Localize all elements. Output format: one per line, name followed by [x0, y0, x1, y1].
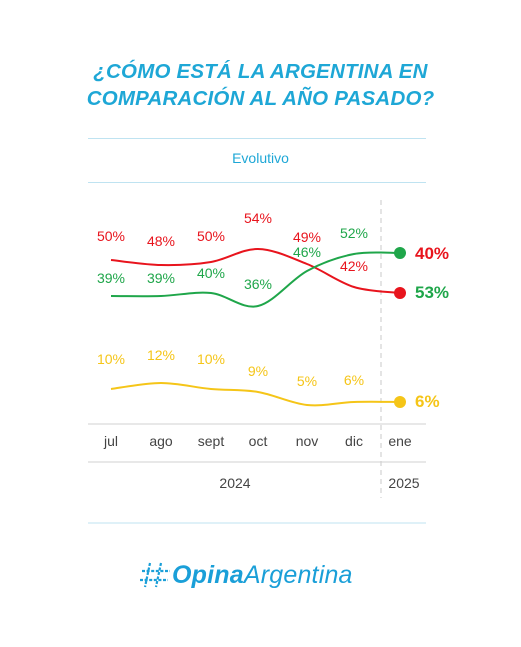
series-2-label-jul: 10% [97, 351, 125, 367]
chart-title-line-1: ¿CÓMO ESTÁ LA ARGENTINA EN [93, 60, 428, 83]
series-0-label-sept: 50% [197, 228, 225, 244]
series-2-end-point [394, 396, 406, 408]
x-tick-oct: oct [249, 433, 268, 449]
series-0-end-point [394, 287, 406, 299]
series-0-label-ene: 40% [415, 244, 449, 263]
x-tick-jul: jul [103, 433, 118, 449]
x-tick-nov: nov [296, 433, 319, 449]
series-0-label-ago: 48% [147, 233, 175, 249]
x-tick-sept: sept [198, 433, 225, 449]
series-2-label-sept: 10% [197, 351, 225, 367]
series-1-label-oct: 36% [244, 276, 272, 292]
series-1-end-point [394, 247, 406, 259]
subtitle-divider [88, 182, 426, 183]
series-1-line [110, 251, 401, 308]
series-0-label-oct: 54% [244, 210, 272, 226]
chart-title-line-2: COMPARACIÓN AL AÑO PASADO? [86, 87, 435, 110]
brand-name: OpinaArgentina [172, 561, 353, 590]
opina-argentina-logo: OpinaArgentina [139, 560, 353, 590]
brand-name-regular: Argentina [243, 560, 353, 589]
x-tick-dic: dic [345, 433, 363, 449]
series-marks: 50% 48% 50% 54% 49% 42% 40% 39% 39% 40% 36% 46% 52% 5… [97, 210, 449, 411]
year-label-2024: 2024 [219, 475, 250, 491]
series-1-label-ago: 39% [147, 270, 175, 286]
x-tick-ene: ene [388, 433, 412, 449]
x-axis: jul ago sept oct nov dic ene 2024 2025 [88, 423, 426, 524]
series-2-label-dic: 6% [344, 372, 364, 388]
series-1-label-jul: 39% [97, 270, 125, 286]
series-lines [110, 200, 401, 498]
series-0-label-jul: 50% [97, 228, 125, 244]
x-tick-ago: ago [149, 433, 173, 449]
series-1-label-sept: 40% [197, 265, 225, 281]
series-1-label-nov: 46% [293, 244, 321, 260]
chart-subtitle: Evolutivo [232, 150, 289, 166]
year-label-2025: 2025 [388, 475, 419, 491]
brand-name-bold: Opina [172, 560, 244, 589]
series-1-label-ene: 53% [415, 283, 449, 302]
series-2-line [110, 381, 401, 407]
series-0-line [110, 247, 401, 294]
series-0-label-dic: 42% [340, 258, 368, 274]
title-divider [88, 138, 426, 139]
hash-icon [140, 562, 170, 588]
series-2-label-oct: 9% [248, 363, 268, 379]
chart-title: ¿CÓMO ESTÁ LA ARGENTINA EN COMPARACIÓN A… [0, 58, 521, 112]
series-2-label-ago: 12% [147, 347, 175, 363]
series-2-label-nov: 5% [297, 373, 317, 389]
series-1-label-dic: 52% [340, 225, 368, 241]
series-2-label-ene: 6% [415, 392, 440, 411]
series-0-label-nov: 49% [293, 229, 321, 245]
